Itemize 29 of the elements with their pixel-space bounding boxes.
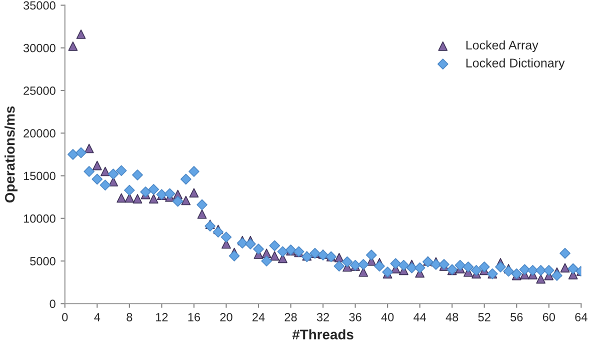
y-axis-title: Operations/ms — [4, 106, 18, 202]
y-tick-label: 15000 — [24, 172, 56, 180]
y-tick-label: 35000 — [23, 1, 56, 10]
legend-label: Locked Dictionary — [466, 58, 565, 70]
x-tick-label: 0 — [62, 312, 68, 322]
x-tick-label: 52 — [478, 312, 490, 322]
y-tick-label: 30000 — [23, 44, 56, 52]
x-tick-label: 16 — [188, 312, 200, 322]
x-tick-label: 40 — [381, 312, 394, 322]
x-tick-label: 32 — [316, 312, 329, 322]
y-tick-label: 10000 — [24, 214, 56, 223]
y-tick-label: 5000 — [30, 257, 56, 266]
x-tick-label: 24 — [252, 312, 265, 322]
x-tick-label: 56 — [510, 312, 523, 322]
legend-label: Locked Array — [466, 40, 538, 52]
x-tick-label: 60 — [542, 312, 555, 322]
x-tick-label: 44 — [414, 313, 426, 322]
y-tick-label: 25000 — [24, 86, 56, 95]
x-tick-label: 20 — [220, 312, 232, 322]
x-axis-title: #Threads — [292, 329, 354, 340]
x-tick-label: 8 — [126, 312, 132, 322]
x-tick-label: 28 — [284, 312, 297, 322]
y-tick-label: 0 — [50, 300, 56, 308]
x-tick-label: 4 — [94, 313, 100, 322]
x-tick-label: 64 — [575, 312, 588, 322]
x-tick-label: 48 — [446, 312, 458, 322]
y-tick-label: 20000 — [24, 129, 56, 138]
x-tick-label: 36 — [349, 312, 362, 322]
x-tick-label: 12 — [156, 312, 168, 322]
